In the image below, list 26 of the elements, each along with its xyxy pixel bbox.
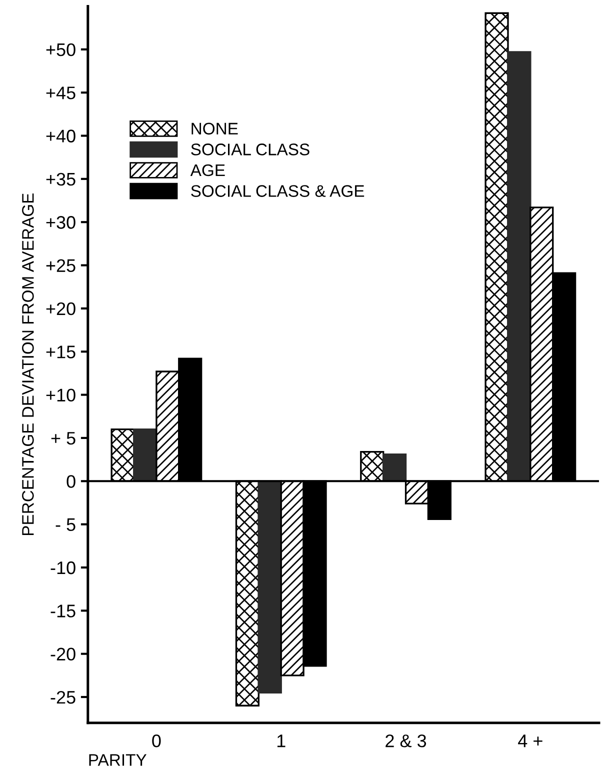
y-tick-label: -20 bbox=[50, 648, 76, 661]
x-tick-label: 4 + bbox=[518, 734, 542, 748]
y-tick-label: +25 bbox=[46, 259, 76, 272]
y-axis-title: PERCENTAGE DEVIATION FROM AVERAGE bbox=[22, 193, 34, 536]
y-tick-label: +10 bbox=[46, 388, 76, 402]
y-tick-label: -15 bbox=[50, 604, 76, 618]
y-tick-label: +20 bbox=[46, 302, 76, 316]
y-tick-label: -25 bbox=[50, 690, 76, 704]
y-tick-label: + 5 bbox=[51, 432, 76, 445]
x-axis-title: PARITY bbox=[89, 754, 146, 766]
y-tick-label: -10 bbox=[50, 561, 76, 574]
y-tick-label: +50 bbox=[46, 43, 76, 56]
x-tick-label: 0 bbox=[152, 734, 161, 748]
x-tick-label: 2 & 3 bbox=[386, 734, 426, 748]
y-tick-label: +35 bbox=[46, 172, 76, 186]
y-tick-label: +40 bbox=[46, 130, 76, 142]
x-tick-label: 1 bbox=[277, 734, 286, 748]
y-tick-label: 0 bbox=[66, 475, 76, 488]
y-tick-label: +15 bbox=[46, 346, 76, 358]
y-tick-label: +45 bbox=[46, 86, 76, 100]
legend-label: NONE bbox=[192, 122, 238, 135]
legend-label: AGE bbox=[190, 164, 225, 176]
y-tick-label: - 5 bbox=[56, 518, 76, 532]
y-tick-label: +30 bbox=[46, 216, 76, 229]
legend-label: SOCIAL CLASS & AGE bbox=[191, 185, 364, 197]
legend-label: SOCIAL CLASS bbox=[191, 144, 310, 156]
